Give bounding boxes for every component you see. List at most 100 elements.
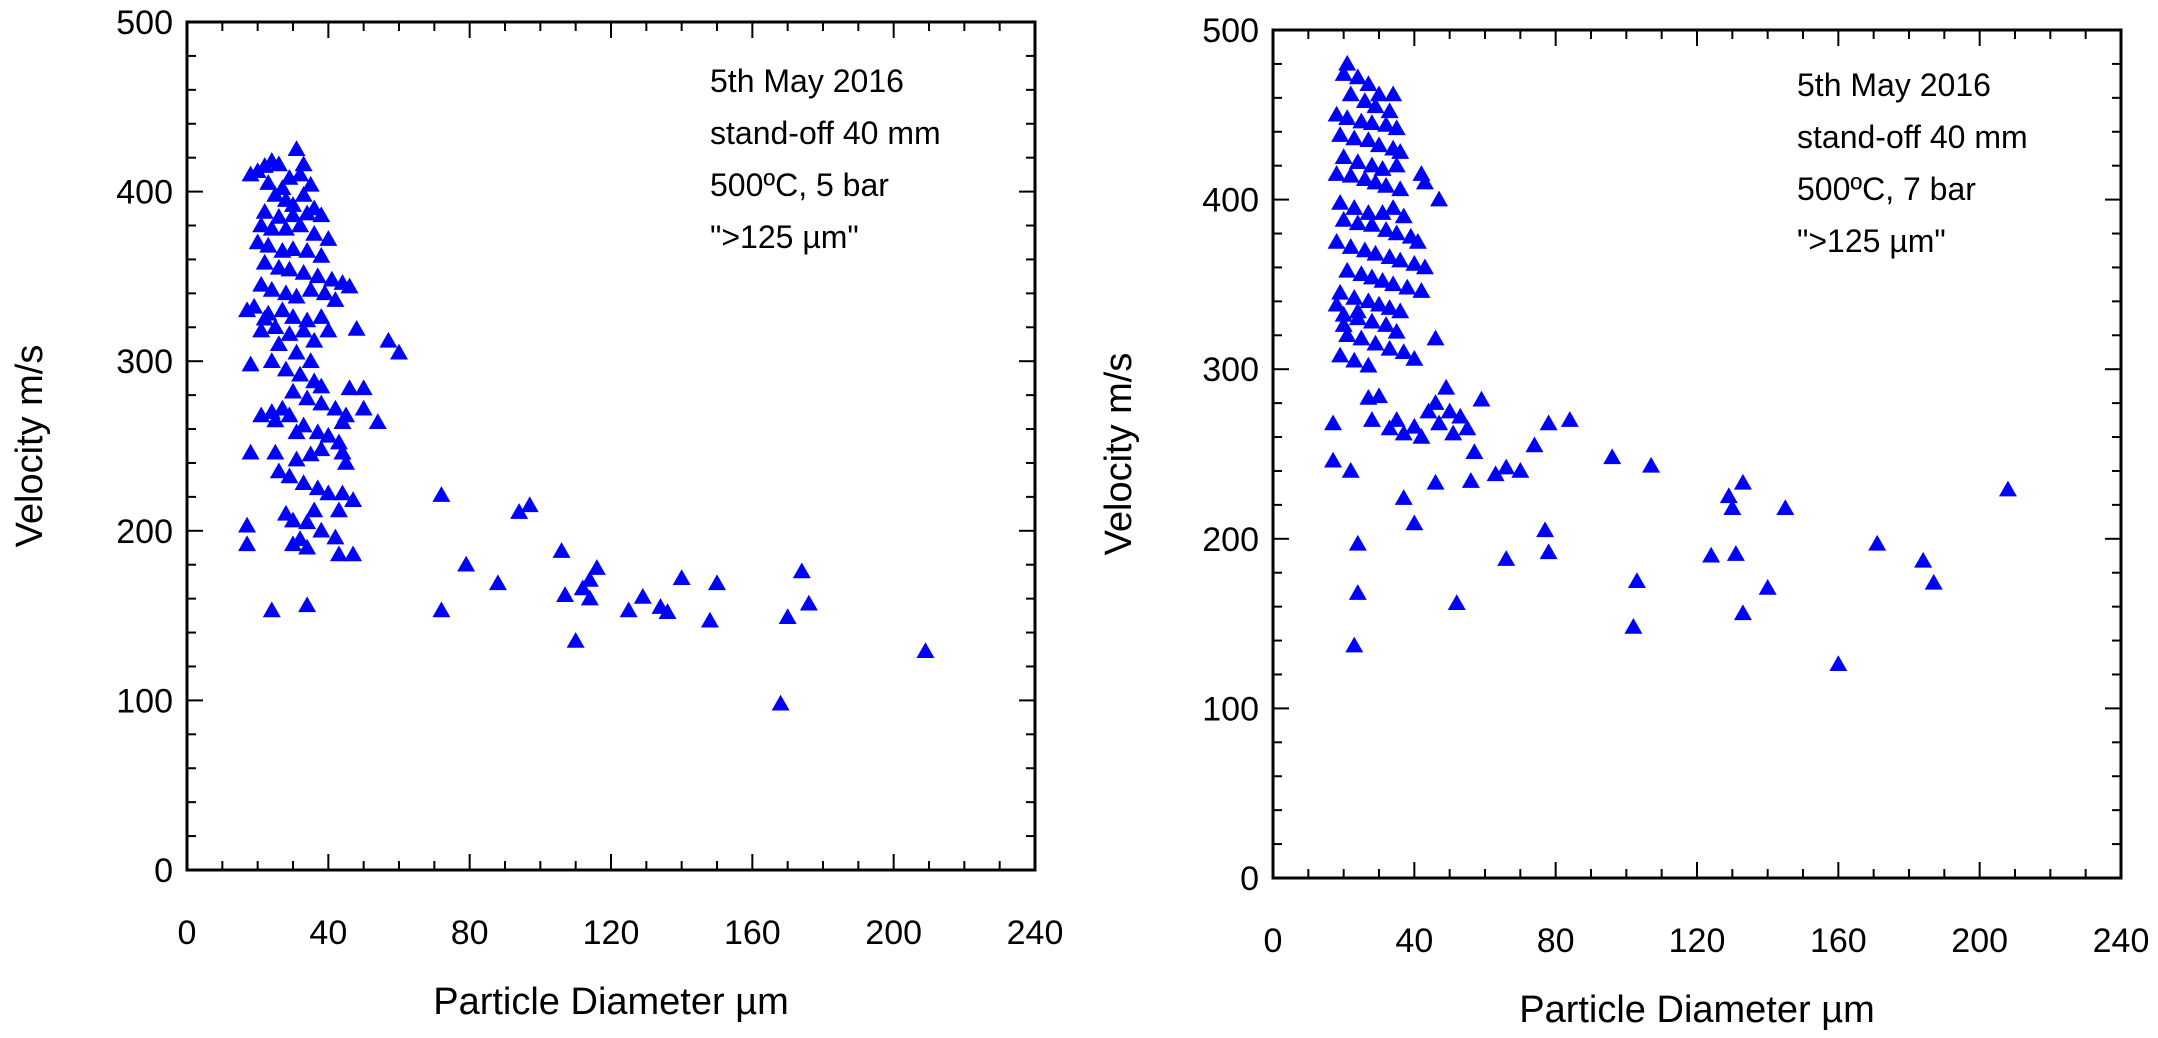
data-point-triangle — [1702, 546, 1721, 563]
data-point-triangle — [1377, 221, 1396, 237]
data-point-triangle — [312, 377, 331, 394]
data-point-triangle — [312, 308, 331, 324]
data-point-triangle — [340, 277, 359, 294]
data-point-triangle — [319, 426, 338, 443]
data-point-triangle — [333, 413, 352, 430]
data-point-triangle — [510, 503, 529, 519]
data-point-triangle — [1405, 350, 1424, 366]
data-point-triangle — [241, 355, 260, 372]
data-point-triangle — [1352, 112, 1371, 129]
data-point-triangle — [269, 155, 288, 172]
data-point-triangle — [1331, 193, 1350, 210]
data-point-triangle — [432, 486, 451, 502]
data-point-triangle — [1341, 166, 1360, 183]
data-point-triangle — [1338, 261, 1357, 278]
data-point-triangle — [1603, 448, 1622, 465]
annotation-line: 5th May 2016 — [710, 63, 904, 99]
x-axis-label: Particle Diameter µm — [1519, 989, 1875, 1031]
data-point-triangle — [291, 216, 310, 233]
data-point-triangle — [1525, 436, 1544, 453]
x-tick-label: 0 — [1264, 922, 1283, 960]
x-tick-label: 160 — [724, 914, 781, 952]
data-point-triangle — [252, 321, 271, 338]
data-point-triangle — [315, 284, 334, 301]
data-point-triangle — [329, 433, 348, 450]
x-tick-label: 120 — [1669, 922, 1726, 960]
data-point-triangle — [241, 443, 260, 460]
data-point-triangle — [262, 280, 281, 297]
data-point-triangle — [266, 411, 285, 428]
data-point-triangle — [1497, 550, 1516, 566]
data-point-triangle — [1776, 499, 1795, 516]
data-point-triangle — [269, 335, 288, 351]
data-point-triangle — [1352, 265, 1371, 281]
data-point-triangle — [1536, 521, 1555, 538]
chart-panel-5bar: 0 40 80 120 160 200 240 0 100 200 300 400 500 Particl… — [0, 0, 1079, 1033]
annotation-line: ">125 µm" — [1797, 223, 1946, 259]
data-point-triangle — [390, 343, 408, 360]
data-point-triangle — [1627, 572, 1646, 588]
data-point-triangle — [298, 513, 317, 530]
data-point-triangle — [1345, 351, 1364, 368]
data-point-triangle — [1391, 302, 1410, 319]
data-point-triangle — [1359, 356, 1378, 373]
data-point-triangle — [1334, 305, 1353, 322]
data-point-triangle — [1362, 216, 1381, 232]
data-point-triangle — [1331, 346, 1350, 363]
data-point-triangle — [305, 501, 324, 518]
data-point-triangle — [566, 632, 585, 648]
data-point-triangle — [1327, 295, 1346, 312]
data-point-triangle — [319, 230, 338, 246]
data-point-triangle — [633, 587, 652, 604]
x-tick-label: 200 — [1951, 922, 2008, 960]
data-point-triangle — [1419, 402, 1438, 419]
x-tick-label: 80 — [1537, 922, 1575, 960]
data-point-triangle — [1440, 402, 1459, 419]
data-point-triangle — [248, 233, 267, 250]
data-point-triangle — [294, 264, 313, 280]
data-point-triangle — [1338, 109, 1357, 125]
data-point-triangle — [1924, 573, 1943, 590]
data-point-triangle — [333, 484, 352, 501]
data-point-triangle — [291, 365, 310, 382]
data-point-triangle — [284, 240, 302, 257]
data-point-triangle — [1642, 456, 1661, 473]
data-point-triangle — [1447, 594, 1466, 610]
data-point-triangle — [337, 453, 355, 470]
data-point-triangle — [344, 545, 363, 562]
annotation-line: 5th May 2016 — [1797, 67, 1991, 103]
data-point-triangle — [580, 589, 599, 606]
data-point-triangle — [259, 174, 278, 190]
data-point-triangle — [301, 280, 320, 297]
data-point-triangle — [778, 608, 797, 625]
data-point-triangle — [1472, 390, 1491, 407]
data-point-triangle — [266, 318, 285, 335]
data-point-triangle — [1539, 543, 1558, 560]
data-point-triangle — [238, 301, 257, 318]
data-point-triangle — [457, 555, 476, 572]
data-point-triangle — [1511, 461, 1530, 478]
data-point-triangle — [552, 542, 571, 558]
data-point-triangle — [1334, 210, 1353, 227]
data-point-triangle — [1415, 173, 1434, 190]
data-point-triangle — [1384, 275, 1403, 292]
data-point-triangle — [284, 382, 302, 399]
data-point-triangle — [255, 253, 274, 270]
data-point-triangle — [1387, 156, 1406, 173]
y-axis-label: Velocity m/s — [9, 345, 51, 548]
data-point-triangle — [322, 270, 341, 287]
y-tick-label: 400 — [116, 174, 173, 212]
data-point-triangle — [1348, 534, 1367, 551]
data-point-triangle — [1426, 329, 1445, 346]
data-point-triangle — [520, 496, 539, 513]
data-point-triangle — [1394, 343, 1413, 359]
data-point-triangle — [1405, 255, 1424, 271]
data-point-triangle — [284, 206, 302, 223]
data-point-triangle — [1387, 322, 1406, 339]
data-point-triangle — [273, 301, 292, 318]
data-point-triangle — [1334, 316, 1353, 332]
y-tick-label: 500 — [1202, 12, 1259, 50]
data-point-triangle — [269, 462, 288, 479]
data-point-triangle — [273, 399, 292, 416]
data-point-triangle — [308, 423, 327, 440]
